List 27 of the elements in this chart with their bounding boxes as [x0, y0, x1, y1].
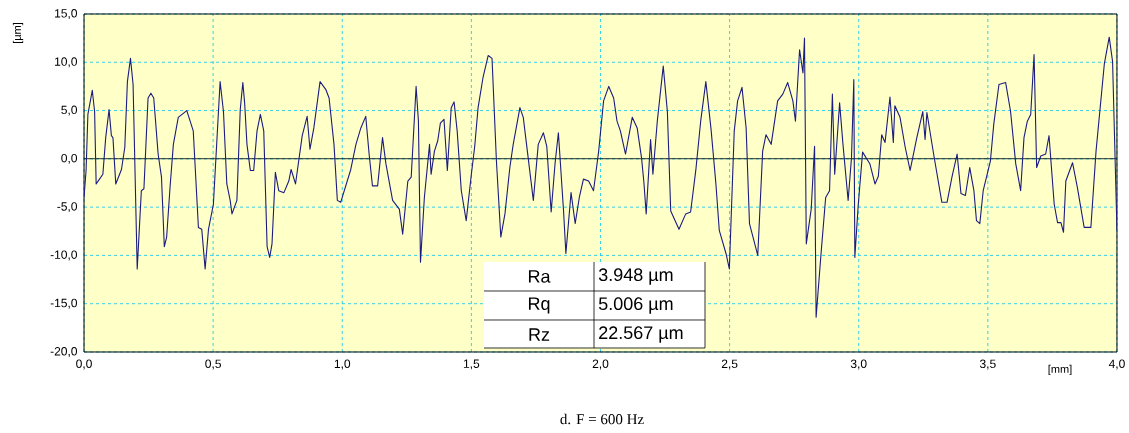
y-tick-label: -10,0 [50, 250, 78, 261]
annotation: Rz [529, 328, 550, 341]
y-tick-label: 0,0 [61, 153, 78, 164]
y-tick-label: -20,0 [50, 347, 78, 357]
annotation: Rq [528, 297, 550, 314]
line-series [84, 36, 1117, 318]
x-tick-label: 0,0 [76, 359, 92, 370]
x-tick-label: 1,5 [463, 359, 480, 370]
y-axis-title: [µm] [12, 22, 24, 44]
x-tick-label: 0,5 [205, 359, 221, 370]
y-tick-label: 15,0 [55, 9, 78, 19]
annotation: 3.948 µm [598, 268, 673, 285]
y-tick-label: -5,0 [57, 202, 78, 213]
y-tick-label: -15,0 [50, 298, 78, 309]
x-tick-label: 1,0 [334, 359, 351, 370]
x-tick-label: 4,0 [1108, 359, 1125, 370]
y-tick-label: 5,0 [61, 105, 78, 116]
x-tick-label: 2,5 [721, 359, 738, 370]
annotation: 22.567 µm [599, 326, 683, 343]
x-axis-title: [mm] [1048, 364, 1072, 376]
x-tick-label: 2,0 [592, 359, 609, 370]
x-tick-label: 3,0 [850, 359, 867, 370]
annotation: 5.006 µm [598, 297, 673, 314]
text: d. F = 600 Hz [560, 413, 644, 425]
annotation: Ra [528, 270, 551, 283]
y-tick-label: 10,0 [55, 57, 78, 68]
x-tick-label: 3,5 [979, 359, 996, 370]
